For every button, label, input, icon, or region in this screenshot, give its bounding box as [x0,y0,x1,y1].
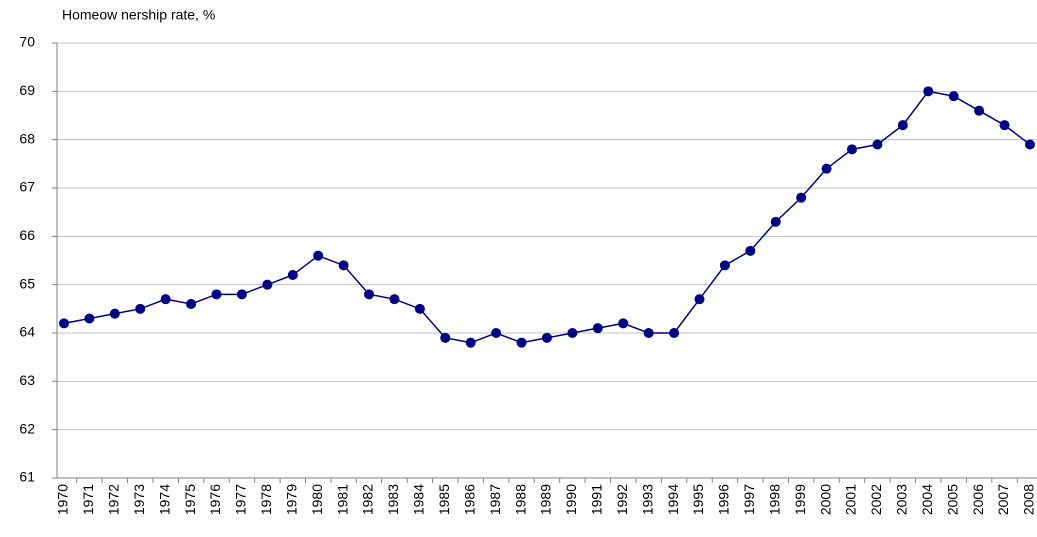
x-tick-label: 2002 [868,484,884,515]
x-tick-label: 1971 [80,484,96,515]
point [287,270,298,280]
point [440,332,451,343]
x-tick-label: 1992 [614,484,630,515]
point [414,303,425,314]
point [999,120,1010,131]
point [974,105,985,116]
point [109,308,120,319]
x-tick-label: 1974 [156,484,172,515]
x-tick-label: 1979 [283,484,299,515]
point [618,318,629,329]
x-tick-label: 1978 [258,484,274,515]
x-tick-label: 1975 [182,484,198,515]
x-tick-label: 2000 [817,484,833,515]
x-tick-label: 1996 [716,484,732,515]
x-tick-label: 1983 [385,484,401,515]
point [643,328,654,338]
x-tick-label: 2001 [843,484,859,515]
x-tick-label: 1993 [639,484,655,515]
x-tick-label: 1972 [106,484,122,515]
x-tick-label: 1989 [538,484,554,515]
x-tick-label: 1982 [360,484,376,515]
point [516,337,527,348]
x-tick-label: 1997 [741,484,757,515]
point [745,245,756,256]
y-tick-label: 65 [19,275,35,291]
point [897,120,908,131]
point [847,144,858,155]
y-tick-label: 67 [19,179,35,195]
point [389,294,400,305]
x-tick-label: 2003 [894,484,910,515]
point [211,289,222,300]
x-tick-label: 1980 [309,484,325,515]
x-tick-label: 1985 [436,484,452,515]
point [186,299,197,309]
x-tick-label: 1986 [461,484,477,515]
point [364,289,375,300]
y-tick-label: 66 [19,227,35,243]
y-tick-label: 70 [19,34,35,50]
x-tick-label: 2008 [1021,484,1037,515]
point [669,328,680,338]
point [338,260,349,271]
x-tick-label: 1988 [512,484,528,515]
x-tick-label: 1981 [334,484,350,515]
point [821,163,832,174]
point [948,91,959,102]
point [796,192,807,203]
x-tick-label: 1994 [665,484,681,515]
x-tick-label: 1990 [563,484,579,515]
x-tick-label: 2006 [970,484,986,515]
point [923,86,934,97]
x-tick-label: 2004 [919,484,935,515]
point [872,139,883,150]
x-tick-label: 1998 [766,484,782,515]
x-tick-label: 1973 [131,484,147,515]
point [160,294,171,305]
point [592,323,603,334]
chart-title: Homeow nership rate, % [62,7,215,23]
line [63,90,1031,344]
point [541,332,552,343]
point [465,337,476,348]
x-tick-label: 2007 [995,484,1011,515]
y-tick-label: 63 [19,372,35,388]
x-tick-label: 1970 [55,484,71,515]
point [262,279,273,290]
x-tick-label: 1977 [233,484,249,515]
point [770,216,781,227]
point [567,328,578,338]
y-tick-label: 68 [19,130,35,146]
point [719,260,730,271]
x-tick-label: 2005 [944,484,960,515]
x-tick-label: 1984 [411,484,427,515]
x-tick-label: 1999 [792,484,808,515]
y-tick-label: 62 [19,420,35,436]
x-tick-label: 1995 [690,484,706,515]
point [84,313,95,324]
point [1024,139,1035,150]
point [694,294,705,305]
y-tick-label: 69 [19,82,35,98]
y-tick-label: 61 [19,469,35,485]
point [135,303,146,314]
point [59,318,69,329]
x-tick-label: 1987 [487,484,503,515]
x-tick-label: 1991 [589,484,605,515]
point [491,328,502,338]
x-tick-label: 1976 [207,484,223,515]
y-tick-label: 64 [19,324,35,340]
point [236,289,247,300]
point [313,250,324,261]
